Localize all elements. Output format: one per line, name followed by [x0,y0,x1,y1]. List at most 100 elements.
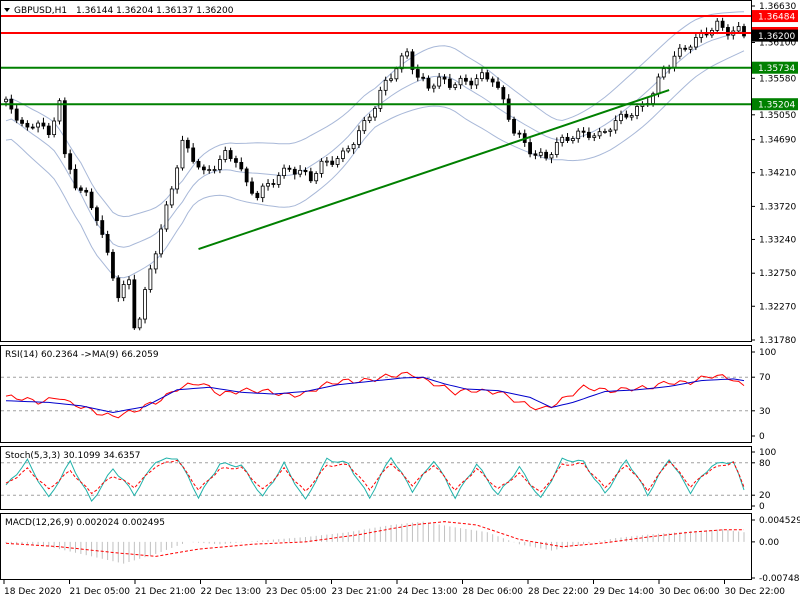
candle-body [464,77,468,82]
candle [715,18,720,35]
time-tick-label: 28 Dec 22:00 [528,587,589,597]
candle-body [619,113,623,122]
candle-body [335,158,340,165]
candle [560,134,565,147]
candle [95,205,99,226]
candle [431,83,436,93]
macd-tick-label: 0.004529 [759,516,800,526]
candle [132,274,137,330]
candle-body [357,130,361,145]
candle [271,179,276,188]
candle [544,149,549,161]
resistance-level-label: 1.36484 [758,13,795,23]
candle-body [255,192,260,199]
candle-body [426,77,431,89]
candle [266,179,270,191]
candle-body [57,100,62,122]
candle [212,165,217,174]
axes: 1.364841.362381.357341.352041.362001.366… [3,2,800,597]
candle [389,73,393,83]
candle [78,185,83,193]
candle [485,69,490,82]
candle-body [223,150,228,160]
candle-body [292,168,297,175]
candle [533,150,538,160]
candle-body [453,84,458,88]
osc-tick-label: 30 [759,407,771,417]
candle-body [613,120,618,131]
candle [14,104,19,124]
candle [105,230,110,256]
candle [46,122,51,138]
candle-body [726,27,730,36]
stoch-plot [1,456,751,502]
candle [528,138,532,158]
candle [255,190,260,201]
candle [153,250,158,274]
candle-body [629,115,634,118]
osc-tick-label: 80 [759,459,771,469]
ascending-trendline[interactable] [198,89,670,251]
candle [89,188,94,211]
candle [196,159,201,170]
candle [73,164,78,191]
candle [608,127,613,137]
candle-body [212,169,217,171]
candle [677,44,682,60]
candle-body [14,108,19,121]
candle [234,155,238,168]
candle-body [282,167,286,177]
time-tick-label: 21 Dec 21:00 [135,587,196,597]
time-tick-label: 29 Dec 14:00 [594,587,655,597]
candle [223,146,228,163]
candle [554,137,559,158]
price-tick-label: 1.32270 [759,302,796,312]
candle-body [533,153,538,156]
candle [437,72,442,89]
candle [742,23,746,39]
candle [517,130,522,138]
osc-tick-label: 0 [759,432,765,442]
candle-body [137,318,142,329]
candle [341,147,345,163]
candle [36,120,40,133]
candle [84,187,89,197]
candle-body [287,167,292,170]
osc-tick-label: 0 [759,502,765,512]
candle-body [20,119,24,124]
support-level-tag [752,98,798,111]
candle-body [121,284,126,299]
price-tick-label: 1.36100 [759,38,796,48]
candle [464,74,468,85]
candle [474,74,479,89]
candle [629,113,634,121]
candle-body [148,268,153,290]
candle [276,172,281,188]
candle [619,110,623,125]
candle [68,149,73,175]
candle-body [415,69,420,78]
candle-body [46,125,51,136]
price-tick-label: 1.35050 [759,111,796,121]
candle-body [736,26,741,32]
time-tick-label: 28 Dec 06:00 [463,587,524,597]
time-tick-label: 24 Dec 13:00 [397,587,458,597]
candle [57,98,62,125]
candle [346,145,351,154]
candle-body [234,158,238,163]
candle-body [341,150,345,159]
candle-body [314,173,319,182]
candle-body [373,107,377,118]
candle-body [132,279,137,329]
candle-body [661,68,666,78]
candle [603,128,607,134]
symbol-dropdown-icon[interactable] [4,8,10,12]
candle-body [608,129,613,132]
candle [218,155,222,174]
candle-body [378,89,383,109]
candle-body [394,68,399,80]
candle [292,166,297,180]
stoch-panel-frame [0,446,752,510]
candle [25,120,30,131]
